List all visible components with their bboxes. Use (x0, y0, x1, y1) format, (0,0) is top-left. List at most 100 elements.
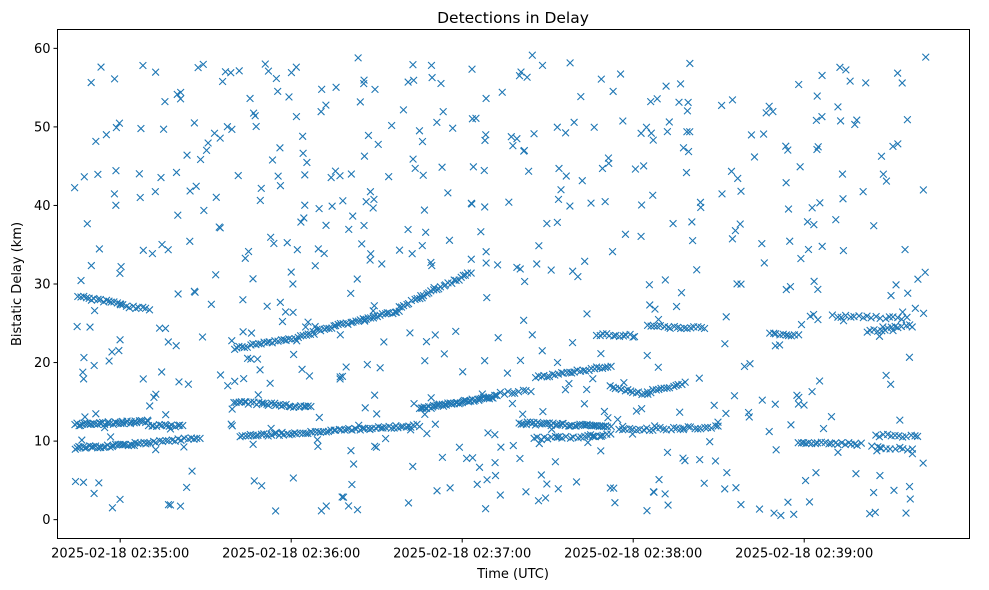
data-point (672, 302, 681, 311)
data-point (728, 96, 737, 104)
data-point (243, 354, 252, 363)
data-point (794, 438, 803, 447)
y-tick-label: 60 (34, 42, 51, 57)
data-point (192, 182, 200, 191)
data-point (257, 184, 266, 193)
data-point (803, 217, 812, 226)
data-point (543, 480, 551, 488)
data-point (212, 193, 221, 202)
data-point (107, 298, 115, 306)
data-point (597, 75, 606, 83)
data-point (758, 396, 767, 404)
data-point (523, 418, 532, 426)
data-point (253, 355, 262, 363)
data-points (70, 51, 930, 520)
data-point (836, 63, 844, 72)
data-point (497, 443, 505, 451)
data-point (247, 398, 255, 406)
data-point (249, 275, 257, 283)
data-point (228, 125, 236, 134)
data-point (374, 422, 383, 431)
data-point (92, 137, 100, 146)
data-point (618, 422, 627, 431)
data-point (459, 271, 468, 280)
data-point (287, 268, 295, 276)
data-point (152, 390, 160, 399)
data-point (643, 351, 652, 360)
data-point (406, 329, 414, 337)
data-point (680, 324, 689, 332)
data-point (404, 78, 412, 86)
data-point (336, 171, 344, 180)
data-point (473, 480, 482, 489)
data-point (598, 164, 607, 173)
data-point (289, 280, 297, 288)
data-point (252, 432, 260, 440)
data-point (731, 226, 740, 235)
data-point (409, 60, 417, 69)
data-point (730, 391, 739, 400)
data-point (336, 375, 344, 383)
data-point (628, 430, 637, 438)
data-point (110, 190, 119, 198)
data-point (804, 245, 813, 254)
data-point (696, 203, 705, 212)
data-point (701, 423, 709, 432)
data-point (151, 187, 160, 196)
data-point (548, 370, 557, 379)
data-point (164, 500, 173, 509)
data-point (771, 329, 780, 338)
data-point (183, 151, 191, 159)
data-point (491, 391, 499, 400)
data-point (190, 119, 199, 127)
data-point (78, 420, 87, 429)
data-point (244, 247, 253, 256)
data-point (491, 471, 500, 480)
data-point (572, 422, 580, 430)
data-point (914, 275, 922, 284)
data-point (399, 106, 408, 114)
data-point (227, 420, 235, 428)
data-point (769, 107, 777, 116)
data-point (428, 73, 436, 82)
data-point (522, 488, 530, 496)
data-point (139, 246, 148, 255)
data-point (784, 146, 792, 154)
data-point (174, 211, 182, 219)
data-point (337, 426, 345, 434)
data-point (629, 333, 637, 341)
data-point (267, 399, 276, 407)
data-point (919, 459, 927, 467)
data-point (554, 195, 563, 204)
data-point (105, 357, 113, 365)
data-point (366, 314, 375, 322)
data-point (223, 122, 232, 131)
data-point (683, 127, 691, 136)
data-point (786, 282, 795, 291)
data-point (211, 271, 220, 279)
data-point (819, 424, 828, 433)
data-point (637, 129, 645, 138)
data-point (765, 427, 774, 436)
data-point (592, 363, 601, 371)
data-point (155, 324, 164, 332)
data-point (293, 245, 302, 254)
data-point (586, 430, 595, 439)
data-point (468, 65, 476, 73)
data-point (812, 116, 821, 125)
data-point (771, 400, 780, 409)
data-point (528, 331, 537, 339)
data-point (94, 170, 102, 179)
data-point (491, 458, 499, 467)
data-point (320, 249, 328, 258)
data-point (566, 202, 574, 210)
data-point (102, 296, 111, 305)
data-point (705, 437, 714, 446)
data-point (115, 346, 123, 355)
data-point (538, 61, 547, 70)
data-point (415, 127, 424, 135)
data-point (423, 429, 431, 438)
data-point (684, 422, 693, 431)
data-point (720, 485, 729, 493)
